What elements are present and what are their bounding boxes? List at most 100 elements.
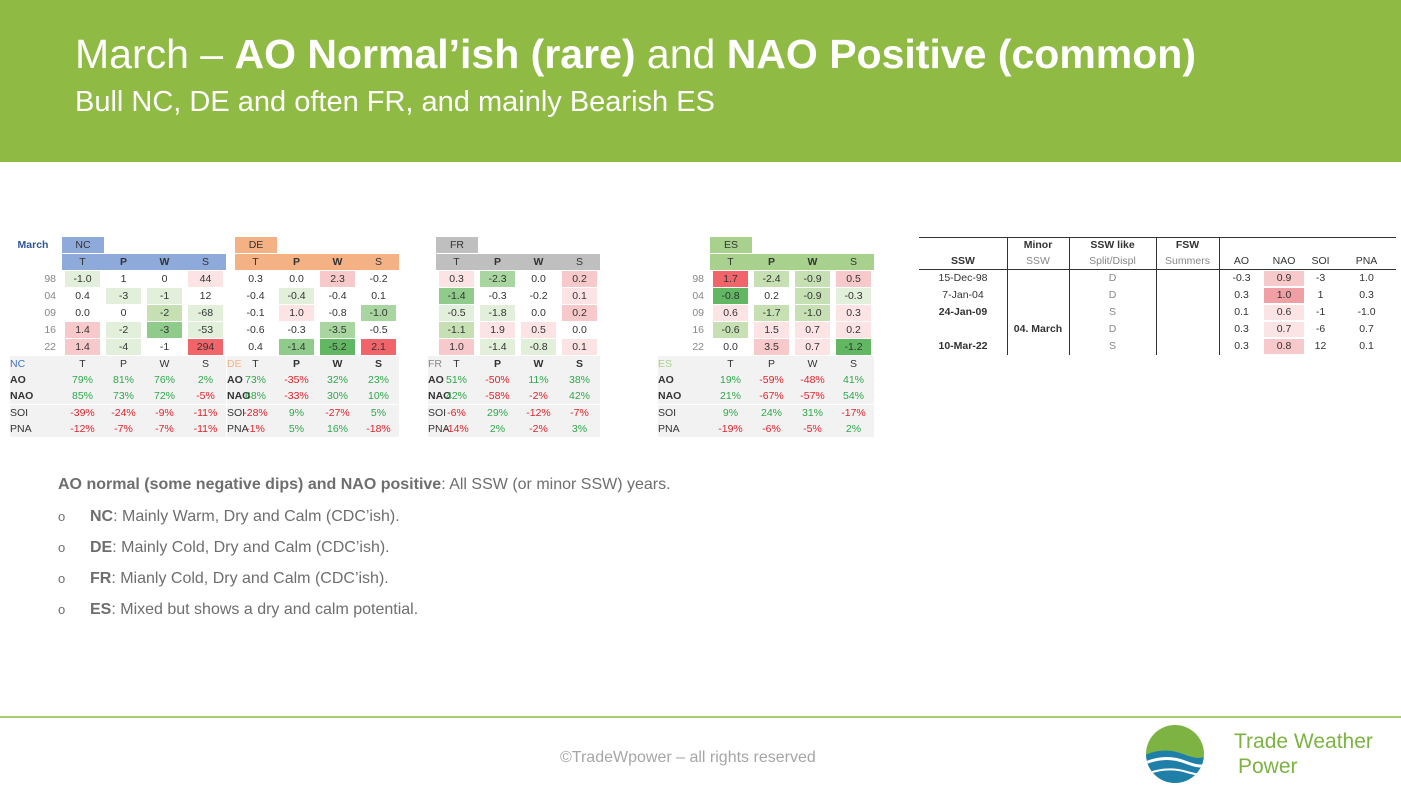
value-cell: -0.3: [480, 288, 515, 304]
corr-region-label: NC: [10, 358, 26, 370]
page-subtitle: Bull NC, DE and often FR, and mainly Bea…: [75, 86, 715, 118]
summary-lead: AO normal (some negative dips) and NAO p…: [58, 476, 671, 493]
value-cell: 2.1: [361, 339, 396, 355]
corr-value: 10%: [367, 390, 389, 402]
corr-value: -12%: [70, 423, 95, 435]
corr-label: NAO: [227, 390, 251, 402]
region-name-de: DE: [235, 237, 277, 253]
ssw-cell-minor: [1007, 271, 1069, 286]
ssw-header: Split/Displ: [1089, 255, 1136, 267]
corr-header-w: W: [807, 358, 818, 370]
corr-header-w: W: [533, 358, 544, 370]
region-table-es: ES T P W S 98 1.7 -2.4 -0.9 0.5 04 -0.8 0.2 -0.9 -0.3 0…: [658, 237, 876, 437]
corr-value: -1%: [246, 423, 265, 435]
year-label: 98: [44, 273, 56, 285]
data-row: -0.1 1.0 -0.8 -1.0: [227, 305, 445, 321]
corr-value: 51%: [445, 374, 467, 386]
corr-label: AO: [10, 374, 26, 386]
bullet-key: ES: [90, 601, 112, 618]
value-cell: 12: [188, 288, 223, 304]
ssw-cell-nao: 0.8: [1264, 339, 1304, 354]
value-cell: 0.0: [279, 271, 314, 287]
value-cell: 0.6: [713, 305, 748, 321]
year-label: 04: [44, 290, 56, 302]
ssw-row: 15-Dec-98 D -0.3 0.9 -3 1.0: [919, 271, 1396, 286]
data-row: 0.4 -1.4 -5.2 2.1: [227, 339, 445, 355]
data-row: 09 0.6 -1.7 -1.0 0.3: [658, 305, 876, 321]
ssw-row: 24-Jan-09 S 0.1 0.6 -1 -1.0: [919, 305, 1396, 320]
value-cell: 44: [188, 271, 223, 287]
data-row: -0.6 -0.3 -3.5 -0.5: [227, 322, 445, 338]
corr-value: 9%: [722, 407, 739, 419]
value-cell: -0.8: [320, 305, 355, 321]
value-cell: 1: [106, 271, 141, 287]
corr-label: PNA: [227, 423, 249, 435]
value-cell: -5.2: [320, 339, 355, 355]
corr-value: -2%: [529, 423, 548, 435]
corr-region-label: ES: [658, 358, 673, 370]
corr-value: -11%: [193, 423, 218, 435]
month-label: March: [17, 239, 49, 251]
bullet-text: : Mianly Cold, Dry and Calm (CDC’ish).: [111, 570, 389, 587]
corr-header-row: DE T P W S: [227, 356, 399, 372]
corr-header-s: S: [575, 358, 583, 370]
value-cell: -2: [147, 305, 182, 321]
value-cell: 0.0: [521, 271, 556, 287]
corr-value: -11%: [193, 407, 218, 419]
value-cell: 0.0: [65, 305, 100, 321]
header-s: S: [559, 254, 600, 270]
region-name-row: FR: [428, 237, 646, 253]
value-cell: -0.4: [279, 288, 314, 304]
corr-value: -7%: [155, 423, 174, 435]
value-cell: -3.5: [320, 322, 355, 338]
value-cell: -0.1: [238, 305, 273, 321]
ssw-cell-type: S: [1108, 306, 1116, 318]
ssw-header: SSW: [951, 255, 975, 267]
value-cell: 2.3: [320, 271, 355, 287]
ssw-cell-ao: -0.3: [1232, 272, 1251, 284]
year-label: 22: [692, 341, 704, 353]
value-cell: -3: [147, 322, 182, 338]
corr-row-soi: SOI -39% -24% -9% -11%: [10, 405, 226, 421]
bullet-circle-icon: o: [58, 509, 66, 524]
ssw-cell-soi: -6: [1315, 323, 1326, 335]
header-s: S: [833, 254, 874, 270]
bullet-key: NC: [90, 508, 114, 525]
value-cell: -1.4: [279, 339, 314, 355]
ssw-column-rule: [1069, 237, 1070, 355]
ssw-cell-date: 10-Mar-22: [938, 340, 988, 352]
ssw-cell-date: 7-Jan-04: [942, 289, 984, 301]
ssw-cell-nao: 0.9: [1264, 271, 1304, 286]
bullet-text: : Mainly Cold, Dry and Calm (CDC’ish).: [112, 539, 390, 556]
ssw-cell-pna: 0.7: [1359, 323, 1374, 335]
corr-row-pna: PNA -1% 5% 16% -18%: [227, 421, 399, 437]
corr-value: 81%: [112, 374, 134, 386]
data-row: 0.3 0.0 2.3 -0.2: [227, 271, 445, 287]
ssw-top-header: FSW: [1175, 239, 1200, 251]
header-t: T: [710, 254, 751, 270]
corr-value: 5%: [370, 407, 387, 419]
value-cell: 1.4: [65, 339, 100, 355]
corr-value: -28%: [243, 407, 268, 419]
ssw-cell-soi: -1: [1315, 306, 1326, 318]
value-cell: 1.5: [754, 322, 789, 338]
header-p: P: [103, 254, 144, 270]
corr-row-ao: AO 51% -50% 11% 38%: [428, 372, 600, 388]
region-name-fr: FR: [436, 237, 478, 253]
value-cell: 0.3: [238, 271, 273, 287]
corr-label: NAO: [10, 390, 34, 402]
corr-label: AO: [428, 374, 444, 386]
value-cell: -4: [106, 339, 141, 355]
ssw-top-header: SSW like: [1090, 239, 1135, 251]
data-row: -1.1 1.9 0.5 0.0: [428, 322, 646, 338]
value-cell: -0.4: [238, 288, 273, 304]
corr-label: PNA: [658, 423, 680, 435]
bullet-circle-icon: o: [58, 602, 66, 617]
region-name-row: March NC: [10, 237, 228, 253]
value-cell: -0.8: [521, 339, 556, 355]
corr-value: 31%: [801, 407, 823, 419]
header-w: W: [792, 254, 833, 270]
year-label: 16: [692, 324, 704, 336]
bullet-text: : Mainly Warm, Dry and Calm (CDC’ish).: [113, 508, 400, 525]
